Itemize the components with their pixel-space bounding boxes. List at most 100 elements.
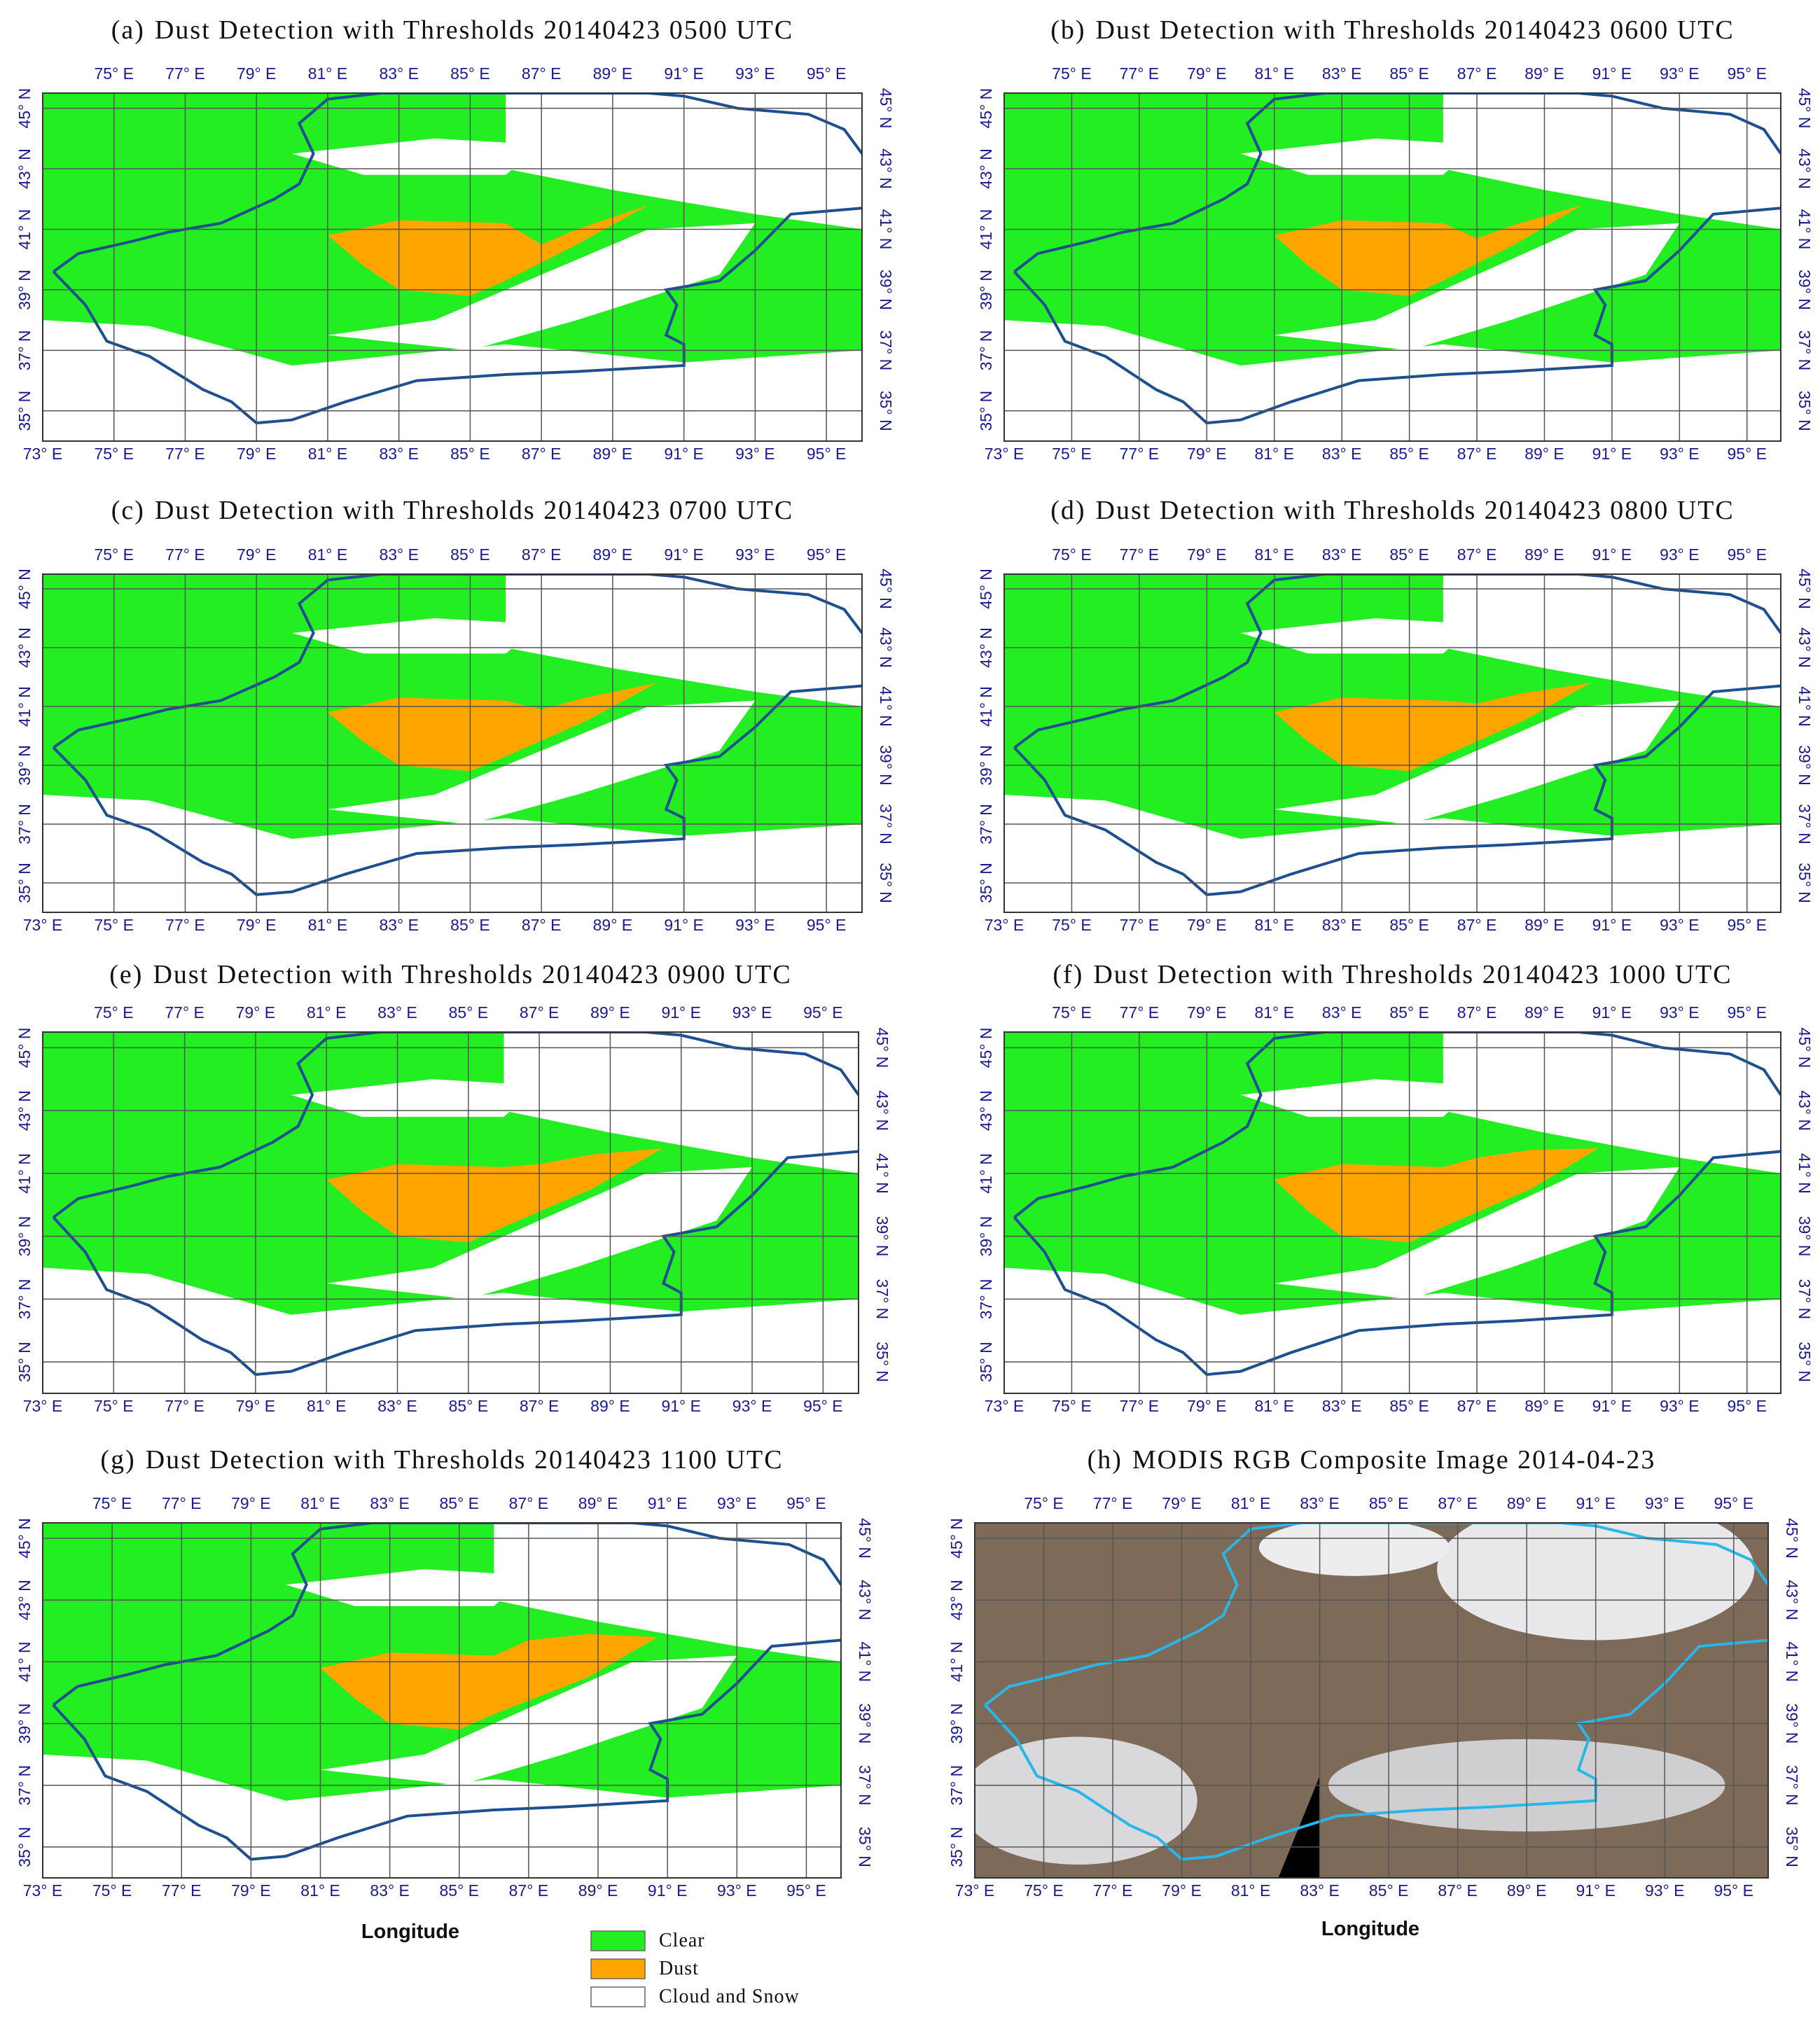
- y-tick-label: 39° N: [15, 745, 34, 786]
- x-tick-label: 95° E: [786, 1881, 826, 1900]
- border-line: [1013, 93, 1781, 273]
- x-tick-label: 89° E: [1524, 545, 1564, 564]
- x-tick-label: 79° E: [231, 1494, 271, 1512]
- x-tick-label: 81° E: [308, 445, 348, 463]
- y-tick-label: 37° N: [856, 1765, 874, 1806]
- y-tick-label: 37° N: [873, 1279, 891, 1320]
- x-tick-label: 79° E: [1187, 445, 1227, 463]
- map-frame: [974, 1522, 1769, 1879]
- panel-title: (e) Dust Detection with Thresholds 201404…: [109, 960, 791, 989]
- x-tick-label: 91° E: [664, 445, 704, 463]
- panel-label: (e): [109, 960, 143, 989]
- y-tick-label: 45° N: [856, 1518, 874, 1559]
- map-frame: [42, 1031, 859, 1394]
- x-tick-label: 87° E: [1457, 64, 1497, 83]
- x-tick-label: 79° E: [1187, 1003, 1227, 1022]
- y-tick-label: 41° N: [947, 1642, 966, 1683]
- map-panel: (b) Dust Detection with Thresholds 201404…: [977, 15, 1814, 463]
- x-tick-label: 89° E: [593, 916, 633, 934]
- x-tick-label: 89° E: [578, 1881, 618, 1900]
- panel-label: (c): [111, 496, 145, 525]
- cloud-area: [1240, 138, 1477, 175]
- y-tick-label: 45° N: [977, 88, 995, 129]
- map-panel: (e) Dust Detection with Thresholds 201404…: [15, 960, 891, 1415]
- x-tick-label: 93° E: [735, 545, 775, 564]
- y-tick-label: 35° N: [1795, 863, 1814, 903]
- x-tick-label: 81° E: [300, 1881, 340, 1900]
- y-tick-label: 39° N: [873, 1216, 891, 1257]
- map-frame: [1003, 573, 1781, 913]
- y-tick-label: 35° N: [1795, 1342, 1814, 1382]
- y-tick-label: 43° N: [1795, 627, 1814, 668]
- panel-title: (h) MODIS RGB Composite Image 2014-04-23: [1088, 1445, 1656, 1475]
- y-tick-label: 45° N: [877, 569, 895, 609]
- x-tick-label: 91° E: [1576, 1881, 1616, 1900]
- x-tick-label: 87° E: [509, 1494, 549, 1512]
- panel-title-text: Dust Detection with Thresholds 20140423 …: [1096, 15, 1735, 45]
- x-tick-label: 83° E: [1322, 445, 1362, 463]
- map-panel: (h) MODIS RGB Composite Image 2014-04-23 7…: [947, 1445, 1801, 1900]
- y-tick-label: 43° N: [977, 1090, 995, 1131]
- x-tick-label: 85° E: [1369, 1881, 1409, 1900]
- x-tick-label: 95° E: [1728, 545, 1767, 564]
- x-tick-label: 85° E: [449, 1003, 489, 1022]
- x-tick-label: 91° E: [1592, 916, 1632, 934]
- legend-label: Clear: [659, 1930, 705, 1951]
- map-panel: (c) Dust Detection with Thresholds 201404…: [15, 496, 895, 934]
- border-line: [53, 574, 862, 749]
- y-tick-label: 37° N: [1795, 804, 1814, 844]
- map-panel: (g) Dust Detection with Thresholds 201404…: [15, 1445, 874, 1900]
- x-tick-label: 83° E: [370, 1494, 410, 1512]
- x-tick-label: 93° E: [1660, 916, 1700, 934]
- x-tick-label: 91° E: [1592, 445, 1632, 463]
- x-tick-label: 81° E: [307, 1397, 347, 1415]
- x-tick-label: 95° E: [803, 1397, 843, 1415]
- x-tick-label: 75° E: [1024, 1494, 1064, 1512]
- map-body: [1004, 574, 1781, 912]
- x-tick-label: 93° E: [1645, 1494, 1685, 1512]
- panel-title: (g) Dust Detection with Thresholds 201404…: [100, 1445, 783, 1475]
- x-tick-label: 89° E: [578, 1494, 618, 1512]
- x-tick-label: 89° E: [593, 64, 633, 83]
- x-tick-label: 95° E: [1728, 916, 1767, 934]
- y-tick-label: 39° N: [15, 1216, 34, 1257]
- map-frame: [42, 1522, 842, 1879]
- x-tick-label: 87° E: [1457, 1397, 1497, 1415]
- x-tick-label: 89° E: [1524, 916, 1564, 934]
- x-tick-label: 91° E: [1592, 1397, 1632, 1415]
- x-tick-label: 83° E: [1300, 1494, 1340, 1512]
- y-tick-label: 37° N: [947, 1765, 966, 1806]
- axis-label: Longitude: [361, 1921, 459, 1943]
- y-tick-label: 45° N: [1795, 88, 1814, 129]
- border-line: [984, 1523, 1768, 1706]
- x-tick-label: 79° E: [1162, 1494, 1202, 1512]
- y-tick-label: 41° N: [977, 1153, 995, 1194]
- x-tick-label: 83° E: [377, 1003, 417, 1022]
- dust-area: [320, 1634, 658, 1730]
- y-tick-label: 43° N: [1783, 1580, 1801, 1620]
- map-frame: [1003, 1031, 1781, 1394]
- x-tick-label: 75° E: [94, 545, 134, 564]
- x-tick-label: 75° E: [1052, 1003, 1092, 1022]
- dust-area: [1274, 204, 1583, 296]
- y-tick-label: 39° N: [977, 1216, 995, 1257]
- x-tick-label: 81° E: [308, 545, 348, 564]
- y-tick-label: 41° N: [977, 209, 995, 250]
- x-tick-label: 93° E: [1660, 1397, 1700, 1415]
- y-tick-label: 35° N: [877, 391, 895, 431]
- x-tick-label: 85° E: [1389, 64, 1429, 83]
- cloud-area: [1240, 1079, 1477, 1117]
- x-tick-label: 85° E: [450, 445, 490, 463]
- cloud-area: [291, 1079, 540, 1117]
- y-tick-label: 41° N: [15, 1642, 34, 1683]
- x-tick-label: 91° E: [1592, 545, 1632, 564]
- cloud-area: [292, 138, 542, 175]
- x-tick-label: 75° E: [1052, 916, 1092, 934]
- y-tick-label: 39° N: [15, 1704, 34, 1744]
- y-tick-label: 35° N: [947, 1827, 966, 1867]
- y-tick-label: 43° N: [947, 1580, 966, 1620]
- x-tick-label: 95° E: [807, 445, 847, 463]
- y-tick-label: 45° N: [15, 569, 34, 609]
- y-tick-label: 35° N: [15, 391, 34, 431]
- x-tick-label: 79° E: [1187, 545, 1227, 564]
